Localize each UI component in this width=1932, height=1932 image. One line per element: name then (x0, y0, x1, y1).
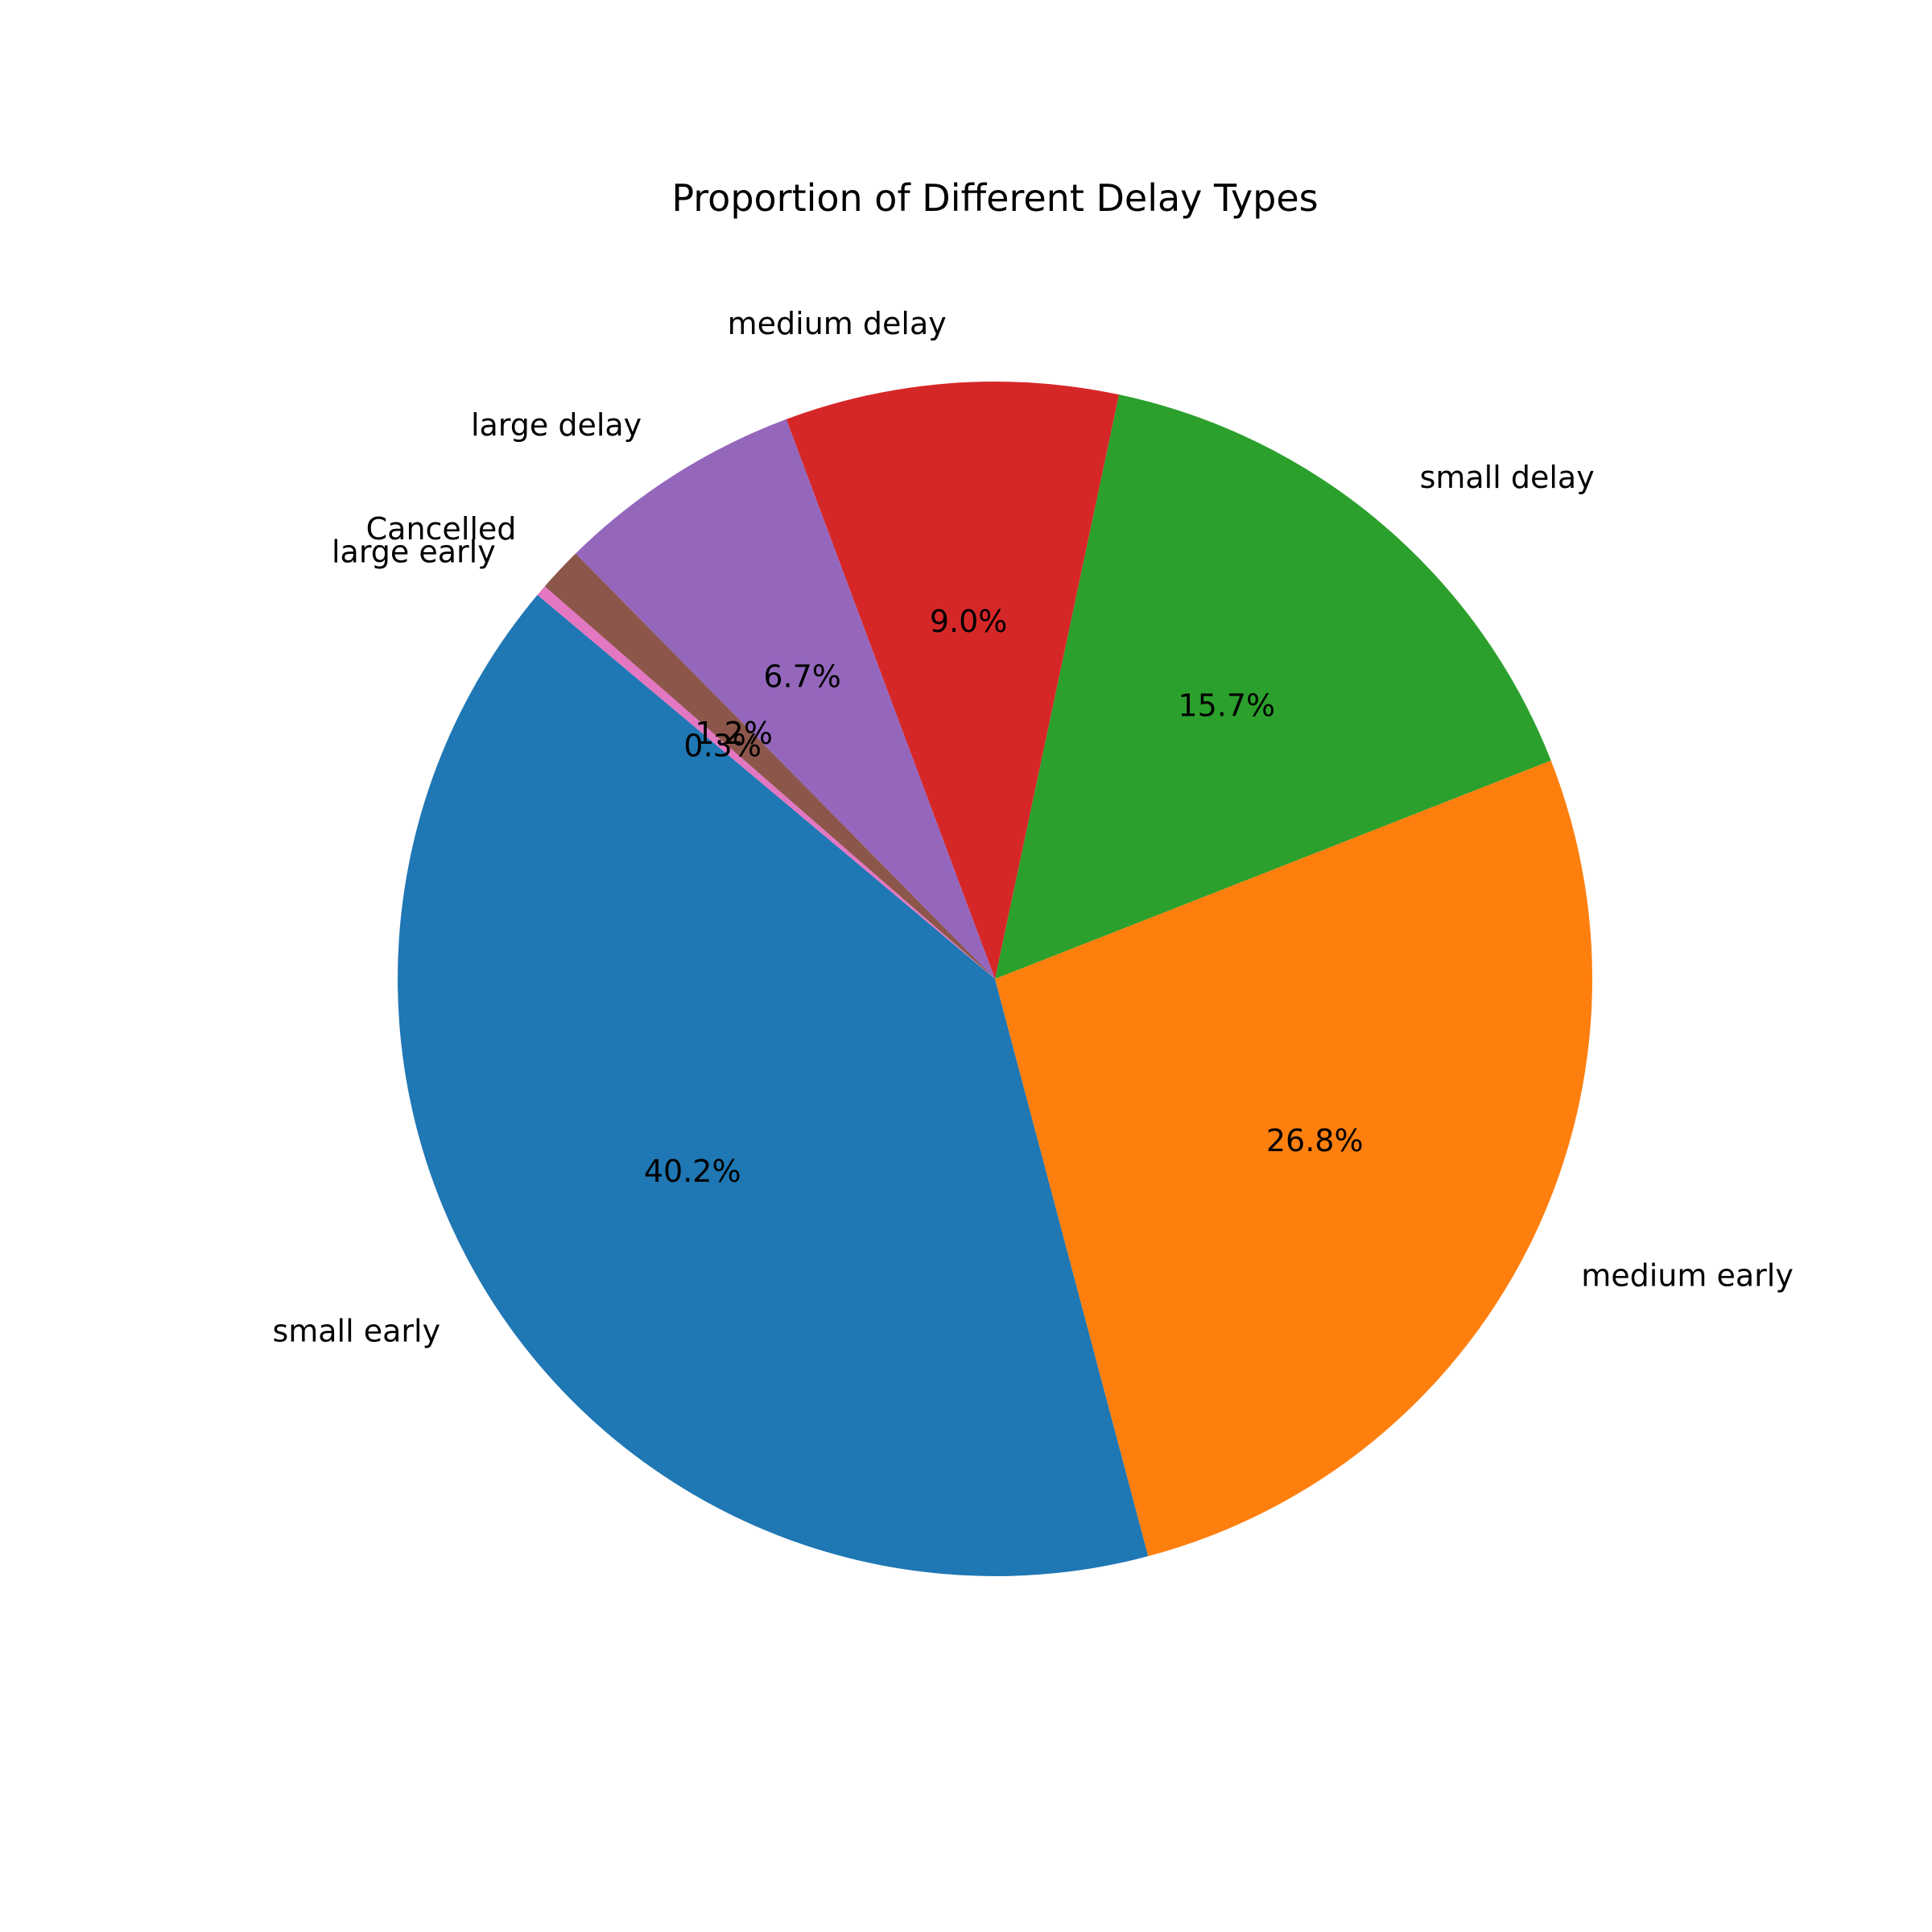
pie-slice-small-early (397, 595, 1149, 1577)
pie-slice-cancelled (544, 553, 995, 979)
slice-pct-medium-early: 26.8% (1266, 1123, 1364, 1158)
pie-slice-large-early (537, 586, 995, 979)
pie-labels: small early 40.2% medium early 26.8% small d… (272, 306, 1793, 1349)
slice-label-small-early: small early (272, 1314, 440, 1349)
slice-pct-large-delay: 6.7% (763, 659, 841, 695)
slice-label-cancelled: Cancelled (366, 511, 517, 547)
slice-pct-medium-delay: 9.0% (930, 604, 1008, 639)
slice-pct-large-early: 0.3% (683, 729, 762, 764)
chart-title: Proportion of Different Delay Types (671, 176, 1318, 220)
slice-label-large-delay: large delay (471, 407, 642, 443)
pie-slice-small-delay (995, 394, 1551, 979)
slice-pct-small-delay: 15.7% (1178, 687, 1275, 723)
slice-label-medium-early: medium early (1581, 1258, 1794, 1294)
slice-pct-small-early: 40.2% (644, 1154, 741, 1189)
slice-label-medium-delay: medium delay (728, 306, 947, 341)
slice-label-large-early: large early (332, 534, 496, 569)
pie-slice-large-delay (576, 419, 995, 979)
pie-slice-medium-delay (786, 381, 1120, 979)
pie-slice-medium-early (995, 760, 1592, 1557)
slice-pct-cancelled: 1.2% (695, 716, 773, 751)
pie-slices (397, 381, 1592, 1577)
slice-label-small-delay: small delay (1420, 460, 1595, 495)
